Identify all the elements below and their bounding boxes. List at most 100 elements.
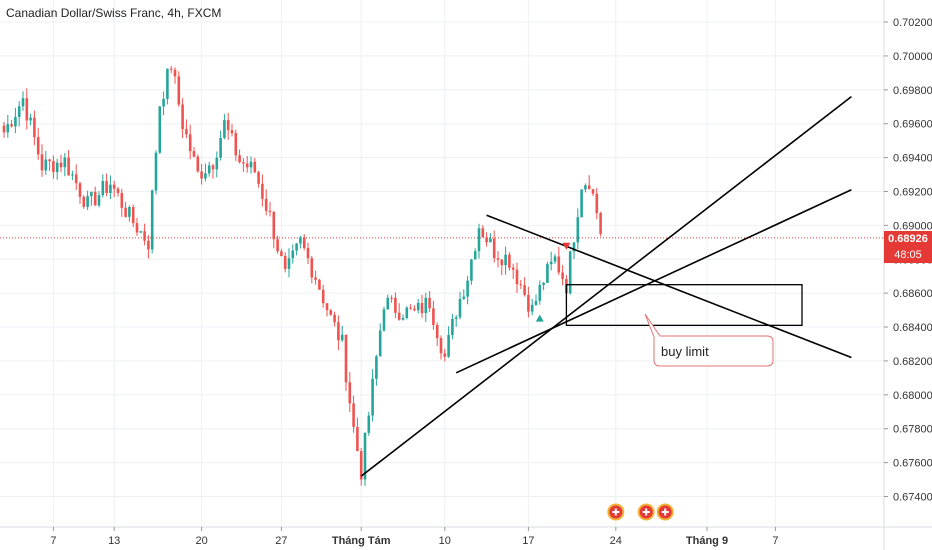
candle-up bbox=[473, 251, 477, 260]
candle-down bbox=[257, 172, 260, 184]
candle-up bbox=[454, 317, 458, 319]
time-tick-label: 7 bbox=[50, 535, 56, 547]
candle-down bbox=[230, 130, 234, 134]
candle-up bbox=[71, 174, 74, 176]
candle-down bbox=[599, 213, 602, 234]
candle-down bbox=[511, 267, 515, 270]
time-tick-label: 10 bbox=[439, 535, 451, 547]
candle-up bbox=[223, 120, 226, 138]
candle-down bbox=[337, 322, 340, 341]
candle-up bbox=[249, 161, 253, 168]
candle-up bbox=[424, 297, 428, 314]
grid bbox=[0, 0, 884, 527]
candle-up bbox=[378, 330, 382, 357]
candle-up bbox=[470, 259, 473, 281]
buy-limit-callout[interactable]: buy limit bbox=[644, 313, 774, 367]
buy-limit-zone bbox=[565, 284, 803, 327]
candle-down bbox=[348, 382, 352, 404]
buy-signal-arrow-icon bbox=[535, 314, 544, 322]
callout-text: buy limit bbox=[661, 344, 709, 359]
candle-down bbox=[356, 426, 359, 452]
event-cross-v bbox=[645, 508, 648, 516]
candle-down bbox=[439, 338, 443, 354]
candle-down bbox=[280, 251, 283, 256]
candle-down bbox=[25, 98, 29, 121]
candle-down bbox=[394, 297, 397, 313]
economic-event-icon[interactable] bbox=[656, 503, 674, 521]
candle-down bbox=[185, 129, 188, 135]
candle-down bbox=[272, 211, 276, 240]
candle-down bbox=[245, 163, 249, 168]
symbol-title: Canadian Dollar/Swiss Franc, 4h, FXCM bbox=[6, 6, 222, 20]
candle-up bbox=[162, 98, 165, 107]
price-tick-label: 0.70000 bbox=[893, 51, 932, 63]
candle-down bbox=[192, 151, 196, 157]
candle-down bbox=[131, 207, 135, 224]
candle-down bbox=[74, 174, 78, 184]
candle-up bbox=[382, 309, 386, 331]
economic-event-icon[interactable] bbox=[637, 503, 655, 521]
candle-up bbox=[295, 243, 298, 251]
candle-down bbox=[264, 198, 268, 211]
candle-up bbox=[458, 298, 462, 318]
candle-down bbox=[33, 117, 36, 138]
economic-events bbox=[607, 503, 674, 521]
candle-up bbox=[55, 162, 59, 173]
price-tick-label: 0.68200 bbox=[893, 356, 932, 368]
time-tick-label: 24 bbox=[610, 535, 622, 547]
candle-down bbox=[481, 228, 485, 238]
candle-up bbox=[549, 261, 553, 265]
candle-up bbox=[63, 157, 67, 168]
candle-down bbox=[527, 294, 530, 312]
candle-down bbox=[10, 124, 13, 127]
candle-down bbox=[515, 269, 519, 285]
candle-down bbox=[78, 183, 82, 197]
candle-up bbox=[416, 303, 420, 311]
candle-up bbox=[299, 237, 302, 244]
candle-up bbox=[462, 296, 466, 299]
callout-bubble bbox=[644, 313, 774, 367]
price-tick-label: 0.67800 bbox=[893, 424, 932, 436]
candle-down bbox=[591, 189, 595, 194]
candle-down bbox=[344, 334, 348, 383]
candle-down bbox=[413, 308, 416, 311]
candle-down bbox=[112, 184, 116, 189]
time-axis: 7 13 20 27 Tháng Tám 10 17 24 Tháng 9 7 bbox=[50, 527, 778, 547]
candle-down bbox=[329, 310, 333, 315]
candle-down bbox=[587, 185, 591, 190]
price-tick-label: 0.68600 bbox=[893, 288, 932, 300]
candle-down bbox=[177, 76, 181, 105]
candle-down bbox=[310, 258, 314, 278]
candle-down bbox=[181, 104, 184, 130]
candle-down bbox=[234, 133, 238, 156]
candle-down bbox=[169, 68, 173, 70]
candle-up bbox=[158, 106, 162, 153]
current-price-label: 0.68926 bbox=[884, 231, 932, 247]
candle-up bbox=[128, 207, 131, 217]
candle-up bbox=[219, 137, 222, 158]
candle-down bbox=[561, 272, 564, 280]
candle-up bbox=[29, 117, 32, 121]
candle-down bbox=[59, 162, 63, 168]
price-tick-label: 0.69200 bbox=[893, 186, 932, 198]
candle-up bbox=[166, 68, 169, 99]
economic-event-icon[interactable] bbox=[607, 503, 625, 521]
candle-down bbox=[40, 154, 44, 171]
candle-up bbox=[542, 282, 545, 285]
candle-down bbox=[67, 157, 70, 176]
candle-up bbox=[466, 280, 469, 297]
candle-up bbox=[530, 304, 534, 312]
candle-down bbox=[276, 239, 279, 252]
candle-down bbox=[105, 181, 108, 194]
candle-up bbox=[371, 378, 374, 416]
candle-down bbox=[116, 188, 120, 194]
candle-down bbox=[508, 254, 511, 268]
candle-up bbox=[580, 189, 583, 218]
price-tick-label: 0.70200 bbox=[893, 17, 932, 29]
candle-down bbox=[496, 258, 500, 260]
candle-down bbox=[428, 297, 431, 309]
candle-down bbox=[595, 193, 599, 214]
candle-up bbox=[447, 335, 450, 357]
candle-down bbox=[211, 165, 215, 170]
